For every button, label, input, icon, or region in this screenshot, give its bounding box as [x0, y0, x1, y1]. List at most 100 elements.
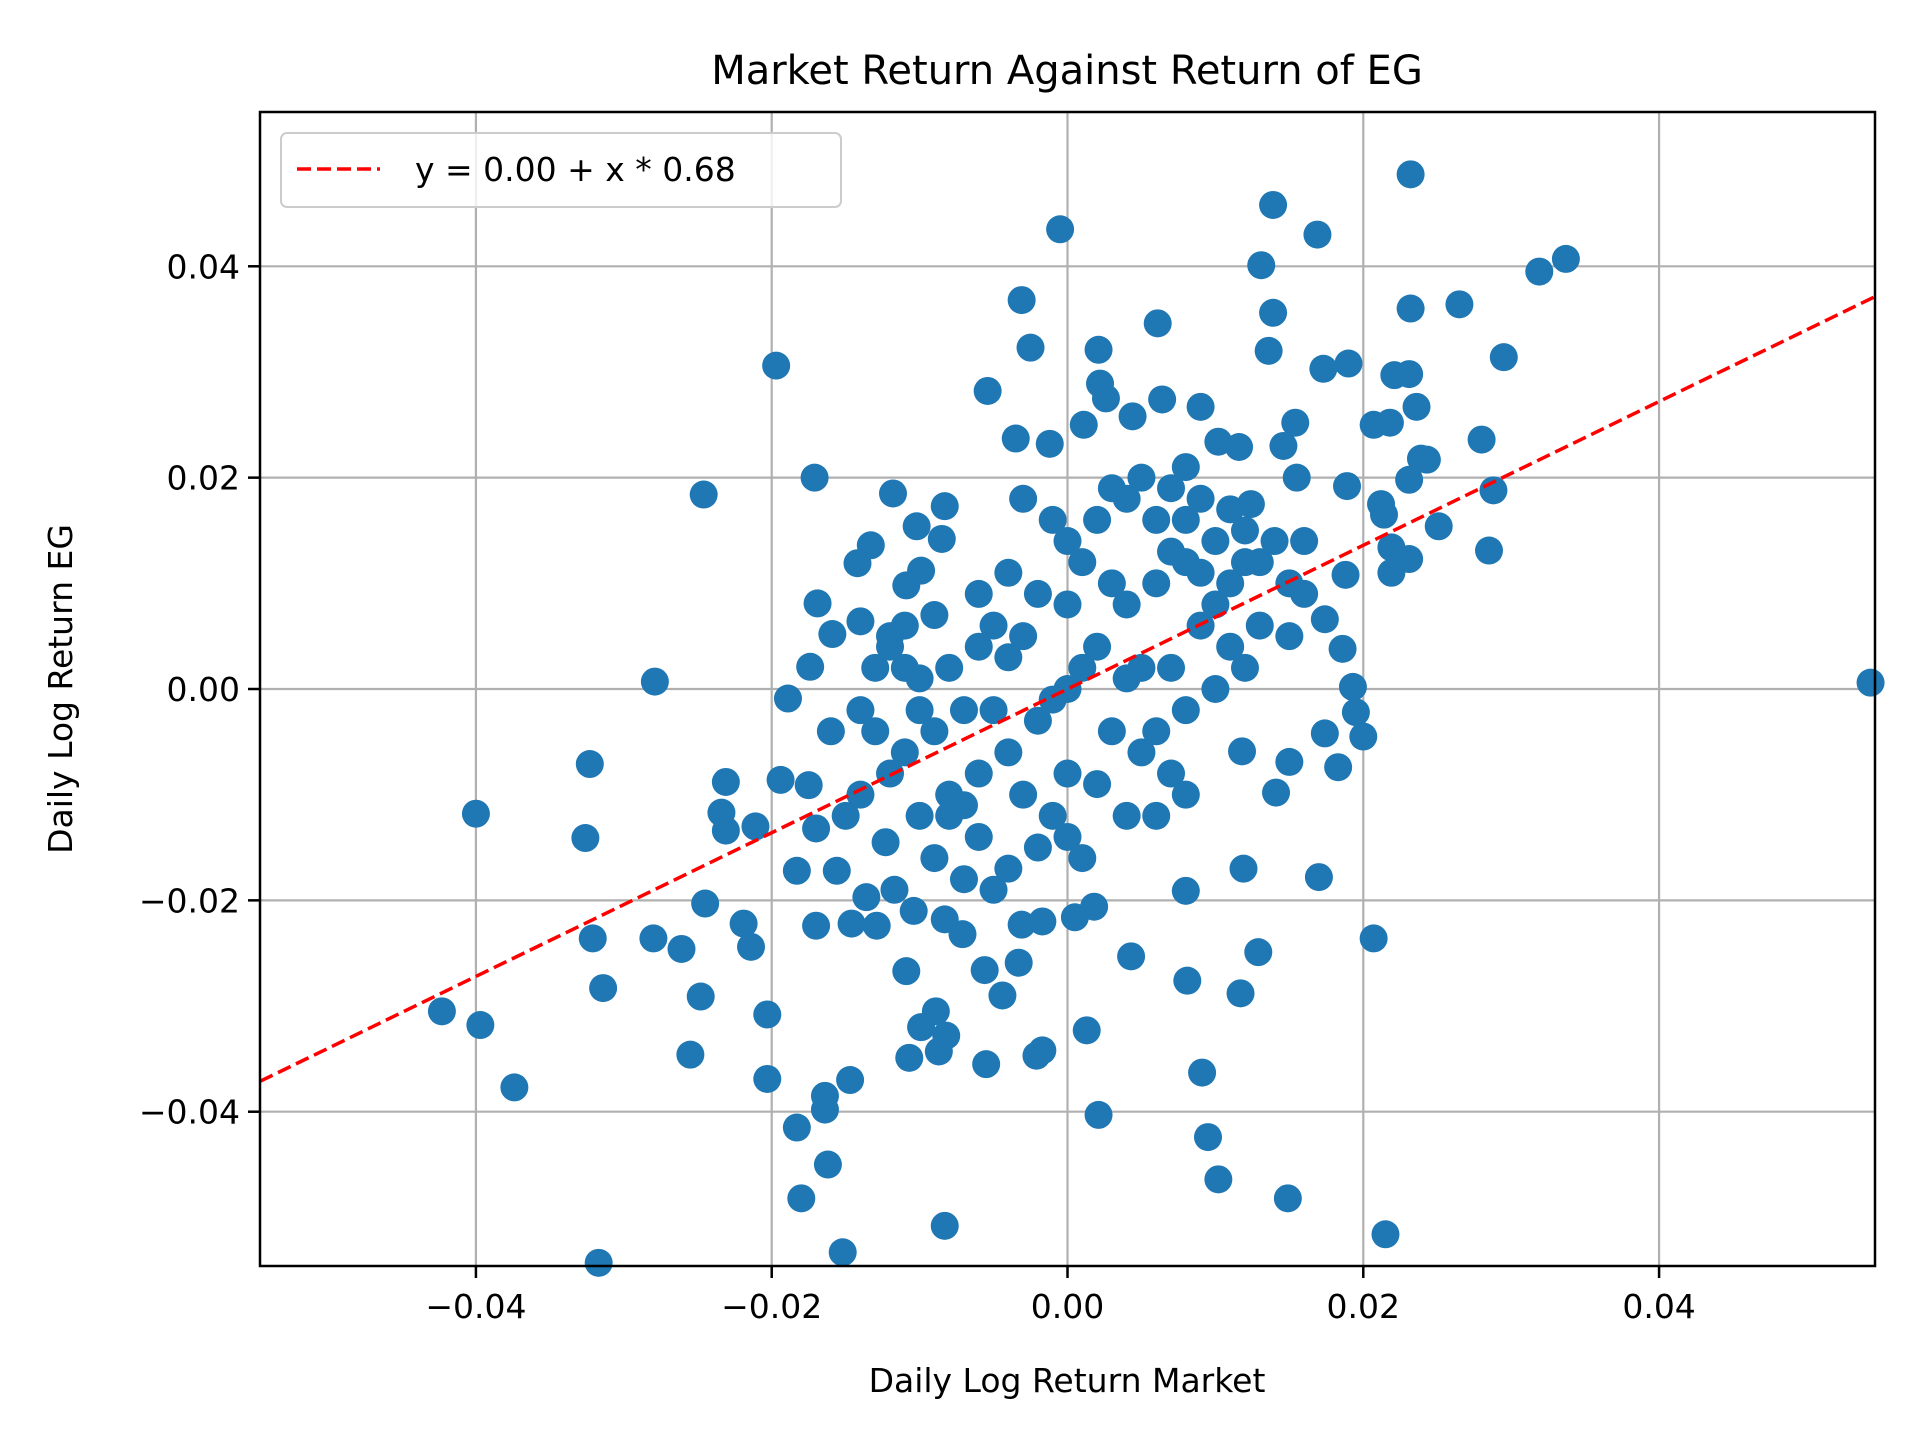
data-point — [1324, 753, 1353, 782]
data-point — [852, 883, 881, 912]
data-point — [970, 956, 999, 985]
data-point — [902, 512, 931, 541]
data-point — [802, 814, 831, 843]
data-point — [1171, 780, 1200, 809]
data-point — [676, 1040, 705, 1069]
data-point — [1142, 505, 1171, 534]
data-point — [1091, 384, 1120, 413]
data-point — [1004, 948, 1033, 977]
data-point — [1009, 622, 1038, 651]
data-point — [1402, 392, 1431, 421]
x-tick-label: 0.02 — [1327, 1287, 1400, 1326]
data-point — [1118, 402, 1147, 431]
data-point — [810, 1095, 839, 1124]
data-point — [691, 889, 720, 918]
y-tick-label: −0.04 — [139, 1093, 240, 1132]
data-point — [964, 822, 993, 851]
data-point — [1016, 333, 1045, 362]
data-point — [1262, 778, 1291, 807]
data-point — [1157, 653, 1186, 682]
data-point — [1201, 675, 1230, 703]
data-point — [1112, 801, 1141, 830]
legend: y = 0.00 + x * 0.68 — [280, 132, 842, 208]
data-point — [1273, 1184, 1302, 1213]
data-point — [988, 981, 1017, 1010]
data-point — [920, 601, 949, 630]
data-point — [979, 611, 1008, 640]
data-point — [1171, 696, 1200, 725]
data-point — [1341, 698, 1370, 727]
data-point — [667, 934, 696, 963]
data-point — [1173, 966, 1202, 995]
data-point — [1412, 445, 1441, 474]
data-point — [578, 924, 607, 953]
data-point — [1028, 1036, 1057, 1065]
data-point — [973, 376, 1002, 405]
data-point — [1053, 759, 1082, 788]
data-point — [584, 1248, 613, 1277]
data-point — [1084, 1100, 1113, 1129]
y-axis-label: Daily Log Return EG — [41, 524, 80, 854]
data-point — [1080, 892, 1109, 921]
y-tick-label: 0.02 — [167, 459, 240, 498]
data-point — [640, 667, 669, 696]
data-point — [828, 1238, 857, 1267]
data-point — [1281, 408, 1310, 437]
data-point — [1467, 425, 1496, 454]
data-point — [1028, 907, 1057, 936]
data-point — [818, 620, 847, 649]
data-point — [1046, 215, 1075, 244]
data-point — [1201, 527, 1230, 556]
data-point — [1007, 910, 1036, 939]
data-point — [1282, 463, 1311, 492]
data-point — [1371, 1220, 1400, 1249]
data-point — [1084, 335, 1113, 364]
data-point — [837, 909, 866, 938]
data-point — [1254, 336, 1283, 365]
data-point — [686, 982, 715, 1011]
data-point — [1396, 160, 1425, 189]
data-point — [1230, 653, 1259, 682]
legend-label: y = 0.00 + x * 0.68 — [415, 150, 736, 189]
data-point — [500, 1073, 529, 1102]
data-point — [1188, 1058, 1217, 1087]
data-point — [930, 1211, 959, 1240]
data-point — [1143, 309, 1172, 338]
data-point — [1142, 717, 1171, 746]
data-point — [1171, 876, 1200, 905]
data-point — [741, 812, 770, 841]
data-point — [930, 492, 959, 521]
data-point — [1038, 801, 1067, 830]
data-point — [753, 1000, 782, 1029]
data-point — [1127, 463, 1156, 492]
data-point — [1230, 516, 1259, 545]
data-point — [964, 632, 993, 661]
data-point — [994, 558, 1023, 587]
data-point — [892, 571, 921, 600]
data-point — [1474, 536, 1503, 565]
data-point — [1083, 632, 1112, 661]
data-point — [1171, 453, 1200, 482]
data-point — [1303, 220, 1332, 249]
data-point — [1216, 569, 1245, 598]
data-point — [843, 549, 872, 578]
data-point — [575, 750, 604, 779]
data-point — [1083, 770, 1112, 799]
data-point — [762, 351, 791, 380]
data-point — [1349, 722, 1378, 751]
data-point — [1310, 605, 1339, 634]
data-point — [1157, 759, 1186, 788]
data-point — [1375, 408, 1404, 437]
data-point — [895, 1043, 924, 1072]
data-point — [737, 932, 766, 961]
data-point — [782, 1113, 811, 1142]
data-point — [461, 799, 490, 828]
data-point — [782, 856, 811, 885]
data-point — [1069, 410, 1098, 439]
data-point — [1260, 527, 1289, 556]
data-point — [1377, 558, 1406, 587]
data-point — [1001, 424, 1030, 453]
data-point — [924, 1037, 953, 1066]
data-point — [1359, 924, 1388, 953]
data-point — [1009, 484, 1038, 513]
